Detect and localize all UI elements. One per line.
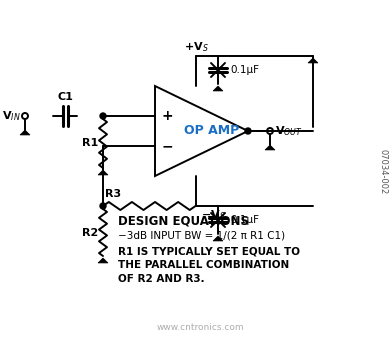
Circle shape (100, 203, 106, 209)
Text: 0.1μF: 0.1μF (230, 215, 259, 225)
Polygon shape (98, 170, 108, 175)
Text: R3: R3 (105, 189, 121, 199)
Polygon shape (265, 145, 275, 150)
Text: V$_{OUT}$: V$_{OUT}$ (275, 124, 303, 138)
Text: 07034-002: 07034-002 (379, 149, 388, 195)
Text: +V$_S$: +V$_S$ (184, 40, 209, 54)
Text: DESIGN EQUATIONS: DESIGN EQUATIONS (118, 214, 249, 227)
Text: +: + (162, 109, 174, 123)
Polygon shape (98, 258, 108, 263)
Text: C1: C1 (58, 92, 73, 102)
Text: www.cntronics.com: www.cntronics.com (156, 323, 244, 332)
Text: THE PARALLEL COMBINATION: THE PARALLEL COMBINATION (118, 260, 289, 270)
Text: OP AMP: OP AMP (184, 125, 239, 138)
Text: V$_{IN}$: V$_{IN}$ (2, 109, 21, 123)
Polygon shape (213, 236, 223, 241)
Polygon shape (308, 58, 318, 63)
Text: −V$_S$: −V$_S$ (201, 208, 226, 222)
Text: −3dB INPUT BW = 1/(2 π R1 C1): −3dB INPUT BW = 1/(2 π R1 C1) (118, 230, 285, 240)
Text: R2: R2 (82, 227, 98, 237)
Circle shape (245, 128, 251, 134)
Circle shape (100, 113, 106, 119)
Text: −: − (162, 139, 174, 153)
Polygon shape (213, 86, 223, 91)
Text: OF R2 AND R3.: OF R2 AND R3. (118, 274, 205, 284)
Polygon shape (20, 130, 30, 135)
Text: 0.1μF: 0.1μF (230, 65, 259, 75)
Text: R1: R1 (82, 139, 98, 149)
Text: R1 IS TYPICALLY SET EQUAL TO: R1 IS TYPICALLY SET EQUAL TO (118, 246, 300, 256)
